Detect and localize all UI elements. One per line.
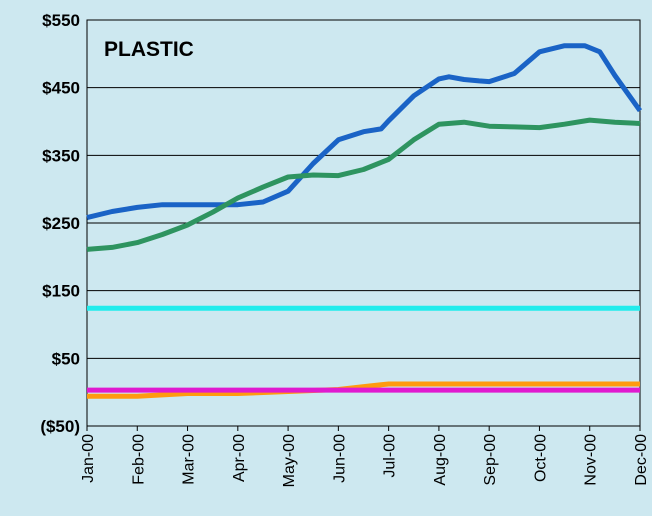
gridlines [87,87,640,359]
x-tick-label: Dec-00 [633,434,650,486]
series-group [86,43,643,399]
x-tick-label: Jan-00 [80,434,97,483]
series-line-4 [87,381,640,399]
y-tick-label: $250 [42,214,80,233]
x-tick-label: Feb-00 [130,434,147,485]
x-tick-label: Aug-00 [432,434,449,486]
y-tick-label: ($50) [40,417,80,436]
x-tick-label: Oct-00 [532,434,549,482]
y-tick-label: $450 [42,79,80,98]
x-tick-label: May-00 [281,434,298,487]
chart-title: PLASTIC [104,38,194,61]
y-axis: ($50) $50 $150 $250 $350 $450 $550 [40,11,80,436]
x-tick-label: Mar-00 [181,434,198,485]
y-tick-label: $550 [42,11,80,30]
series-line-1 [86,43,643,221]
x-tick-label: Apr-00 [231,434,248,482]
y-tick-label: $150 [42,282,80,301]
series-line-2 [86,117,641,252]
x-axis: Jan-00 Feb-00 Mar-00 Apr-00 May-00 Jun-00 Jul-… [80,426,650,487]
x-tick-label: Nov-00 [583,434,600,486]
x-tick-label: Jul-00 [382,434,399,478]
y-tick-label: $350 [42,146,80,165]
y-tick-label: $50 [52,349,80,368]
x-tick-label: Sep-00 [482,434,499,486]
x-tick-label: Jun-00 [331,434,348,483]
